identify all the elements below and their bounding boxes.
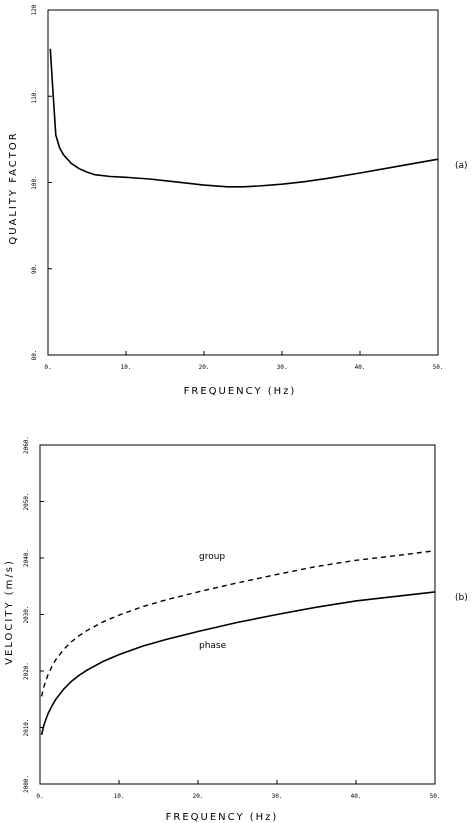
x-tick-label: 50. [430,793,441,800]
y-tick-label: 110. [31,89,38,103]
chart-a-series-line [49,48,439,188]
y-tick-label: 100. [31,175,38,189]
chart-b-x-axis-label: FREQUENCY (Hz) [166,812,279,823]
chart-b-x-ticks: 0. 10. 20. 30. 40. 50. [36,780,440,800]
chart-a: 0. 10. 20. 30. 40. 50. 80. 90. 100. 110. 120 FREQ… [8,4,468,397]
x-tick-label: 40. [355,364,366,371]
y-tick-label: 90. [31,263,38,274]
y-tick-label: 80. [31,350,38,361]
chart-b-panel-label: (b) [455,593,468,603]
y-tick-label: 2030. [23,605,30,623]
chart-a-y-axis-label: QUALITY FACTOR [8,131,19,244]
x-tick-label: 10. [121,364,132,371]
x-tick-label: 50. [433,364,444,371]
chart-b-phase-label: phase [199,641,227,651]
chart-b-series-phase-line [40,591,436,735]
y-tick-label: 2020. [23,662,30,680]
chart-b-group-label: group [199,552,225,562]
chart-a-x-axis-label: FREQUENCY (Hz) [184,386,297,397]
chart-a-panel-label: (a) [455,161,468,171]
y-tick-label: 2060. [23,436,30,454]
x-tick-label: 20. [199,364,210,371]
x-tick-label: 10. [114,793,125,800]
x-tick-label: 30. [277,364,288,371]
chart-a-plot-frame [47,9,439,356]
chart-a-y-ticks: 80. 90. 100. 110. 120 [31,4,52,360]
chart-b-y-ticks: 2000. 2010. 2020. 2030. 2040. 2050. 2060. [23,436,44,793]
y-tick-label: 2040. [23,549,30,567]
x-tick-label: 20. [193,793,204,800]
chart-b: 0. 10. 20. 30. 40. 50. 2000.2010.2020.2030.20… [4,436,468,823]
x-tick-label: 40. [351,793,362,800]
chart-b-series-group-line [40,550,436,697]
x-tick-label: 0. [44,364,51,371]
chart-b-y-axis-label: VELOCITY (m/s) [4,559,15,665]
y-tick-label: 120 [31,4,38,15]
x-tick-label: 0. [36,793,43,800]
chart-b-plot-frame [39,444,436,785]
x-tick-label: 30. [272,793,283,800]
chart-a-x-ticks: 0. 10. 20. 30. 40. 50. [44,351,443,371]
y-tick-label: 2050. [23,492,30,510]
y-tick-label: 2000. [23,775,30,793]
y-tick-label: 2010. [23,718,30,736]
